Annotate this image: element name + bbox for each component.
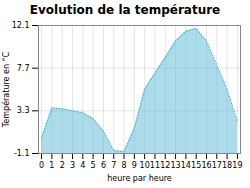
svg-text:5: 5 [91, 161, 96, 170]
svg-text:1: 1 [49, 161, 54, 170]
svg-text:10: 10 [140, 161, 150, 170]
svg-text:2: 2 [60, 161, 65, 170]
svg-text:4: 4 [80, 161, 85, 170]
svg-text:6: 6 [101, 161, 106, 170]
svg-text:11: 11 [150, 161, 160, 170]
svg-text:16: 16 [201, 161, 211, 170]
svg-text:7.7: 7.7 [17, 64, 30, 73]
svg-text:7: 7 [111, 161, 116, 170]
svg-text:3: 3 [70, 161, 75, 170]
svg-text:12: 12 [160, 161, 170, 170]
svg-text:Température en °C: Température en °C [1, 51, 11, 128]
svg-text:13: 13 [170, 161, 180, 170]
html-text:Evolution de la température: Evolution de la température [29, 3, 221, 17]
svg-text:0: 0 [39, 161, 44, 170]
svg-text:3.3: 3.3 [17, 106, 30, 115]
svg-text:17: 17 [212, 161, 222, 170]
svg-text:9: 9 [132, 161, 137, 170]
svg-text:12.1: 12.1 [12, 21, 30, 30]
svg-text:8: 8 [121, 161, 126, 170]
svg-text:18: 18 [222, 161, 232, 170]
svg-text:-1.1: -1.1 [14, 149, 30, 158]
svg-text:heure par heure: heure par heure [107, 174, 172, 183]
svg-text:19: 19 [232, 161, 242, 170]
svg-text:14: 14 [181, 161, 191, 170]
svg-text:15: 15 [191, 161, 201, 170]
